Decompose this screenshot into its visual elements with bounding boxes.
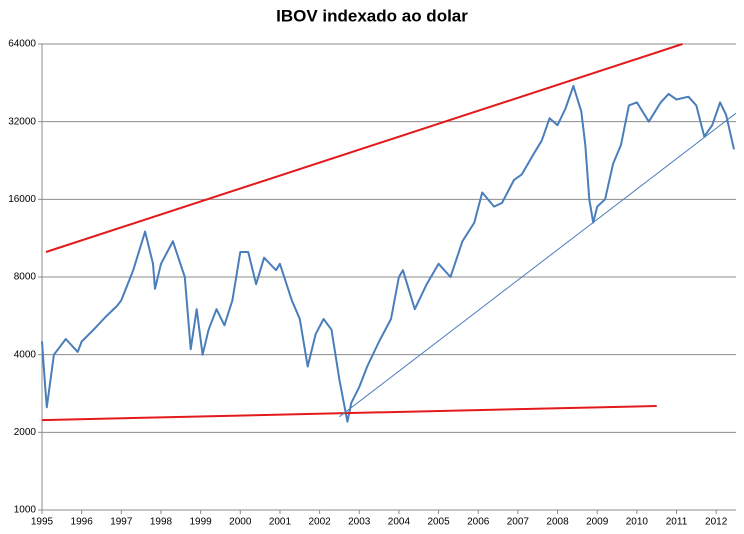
x-tick-label: 2004 [388, 517, 411, 528]
x-tick-label: 2005 [427, 517, 450, 528]
x-tick-label: 2003 [348, 517, 371, 528]
y-tick-label: 32000 [8, 116, 36, 127]
x-tick-label: 2011 [666, 517, 688, 528]
x-tick-label: 2010 [626, 517, 649, 528]
y-tick-label: 4000 [14, 349, 37, 360]
x-tick-label: 1996 [71, 517, 94, 528]
data-line [41, 85, 735, 423]
y-tick-label: 64000 [8, 39, 36, 50]
chart-title: IBOV indexado ao dolar [276, 6, 468, 25]
x-tick-label: 2001 [269, 517, 292, 528]
x-tick-label: 1999 [190, 517, 213, 528]
x-tick-label: 2009 [586, 517, 609, 528]
trend-line [45, 43, 683, 253]
x-tick-label: 1997 [110, 517, 133, 528]
x-tick-label: 2012 [705, 517, 728, 528]
x-tick-label: 1995 [31, 517, 54, 528]
x-tick-label: 2002 [308, 517, 331, 528]
x-tick-label: 2000 [229, 517, 252, 528]
y-tick-label: 2000 [14, 427, 37, 438]
trend-line [41, 405, 657, 422]
x-tick-label: 2008 [546, 517, 569, 528]
x-tick-label: 2006 [467, 517, 490, 528]
y-tick-label: 8000 [14, 272, 37, 283]
y-tick-label: 1000 [14, 505, 37, 516]
y-tick-label: 16000 [8, 194, 36, 205]
trend-line [339, 112, 737, 418]
x-tick-label: 2007 [507, 517, 530, 528]
x-tick-label: 1998 [150, 517, 173, 528]
